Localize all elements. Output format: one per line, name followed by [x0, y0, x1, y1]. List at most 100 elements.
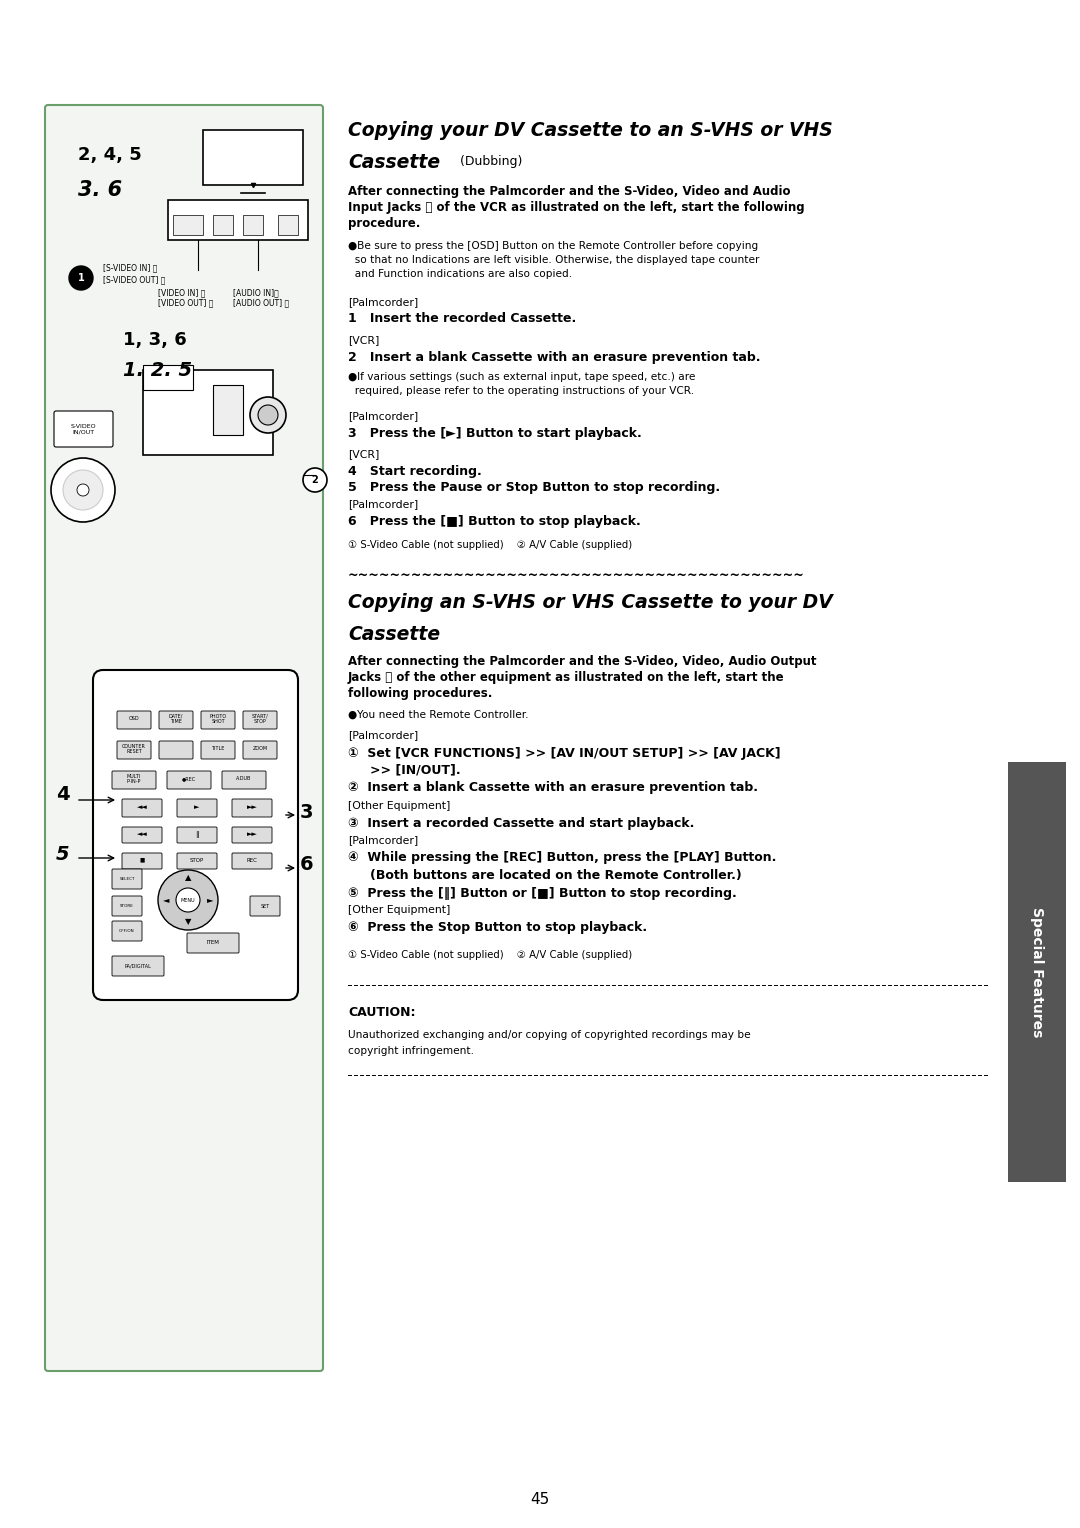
Text: ●REC: ●REC — [181, 776, 197, 781]
Text: ZOOM: ZOOM — [253, 747, 268, 752]
Text: Unauthorized exchanging and/or copying of copyrighted recordings may be: Unauthorized exchanging and/or copying o… — [348, 1030, 751, 1041]
Text: 1   Insert the recorded Cassette.: 1 Insert the recorded Cassette. — [348, 313, 577, 325]
Bar — [213, 215, 233, 235]
Bar — [243, 215, 264, 235]
Text: [S-VIDEO IN] Ⓐ: [S-VIDEO IN] Ⓐ — [103, 263, 158, 272]
Text: SET: SET — [260, 903, 270, 909]
Circle shape — [303, 468, 327, 492]
Text: 1, 3, 6: 1, 3, 6 — [123, 332, 187, 348]
Text: ~~~~~~~~~~~~~~~~~~~~~~~~~~~~~~~~~~~~~~~~~~~: ~~~~~~~~~~~~~~~~~~~~~~~~~~~~~~~~~~~~~~~~… — [348, 568, 805, 582]
Bar — [213, 385, 243, 435]
Text: ●You need the Remote Controller.: ●You need the Remote Controller. — [348, 711, 528, 720]
Text: START/
STOP: START/ STOP — [252, 714, 268, 724]
Text: STORE: STORE — [120, 905, 134, 908]
Text: PA/DIGITAL: PA/DIGITAL — [124, 964, 151, 969]
Bar — [203, 130, 303, 185]
Bar — [143, 370, 273, 455]
Text: Copying an S-VHS or VHS Cassette to your DV: Copying an S-VHS or VHS Cassette to your… — [348, 593, 833, 613]
Text: Jacks Ⓑ of the other equipment as illustrated on the left, start the: Jacks Ⓑ of the other equipment as illust… — [348, 671, 785, 683]
Text: 2   Insert a blank Cassette with an erasure prevention tab.: 2 Insert a blank Cassette with an erasur… — [348, 350, 760, 364]
FancyBboxPatch shape — [243, 711, 276, 729]
FancyBboxPatch shape — [167, 772, 211, 788]
Text: [VIDEO OUT] Ⓑ: [VIDEO OUT] Ⓑ — [158, 298, 214, 307]
FancyBboxPatch shape — [112, 869, 141, 889]
Text: TITLE: TITLE — [212, 747, 225, 752]
Text: ① S-Video Cable (not supplied)    ② A/V Cable (supplied): ① S-Video Cable (not supplied) ② A/V Cab… — [348, 539, 632, 550]
Text: >> [IN/OUT].: >> [IN/OUT]. — [370, 764, 461, 776]
Text: [VIDEO IN] Ⓐ: [VIDEO IN] Ⓐ — [158, 289, 205, 298]
Text: [S-VIDEO OUT] Ⓑ: [S-VIDEO OUT] Ⓑ — [103, 275, 165, 284]
Text: [Palmcorder]: [Palmcorder] — [348, 500, 418, 509]
FancyBboxPatch shape — [177, 827, 217, 843]
Text: ⑥  Press the Stop Button to stop playback.: ⑥ Press the Stop Button to stop playback… — [348, 921, 647, 935]
Text: Copying your DV Cassette to an S-VHS or VHS: Copying your DV Cassette to an S-VHS or … — [348, 121, 833, 139]
Circle shape — [176, 888, 200, 912]
Text: [VCR]: [VCR] — [348, 335, 379, 345]
Text: ③  Insert a recorded Cassette and start playback.: ③ Insert a recorded Cassette and start p… — [348, 816, 694, 830]
Text: ■: ■ — [139, 857, 145, 862]
FancyBboxPatch shape — [159, 741, 193, 759]
Text: 5   Press the Pause or Stop Button to stop recording.: 5 Press the Pause or Stop Button to stop… — [348, 481, 720, 495]
Text: ‖: ‖ — [195, 831, 199, 837]
Text: 45: 45 — [530, 1493, 550, 1508]
Text: S-VIDEO
IN/OUT: S-VIDEO IN/OUT — [70, 423, 96, 434]
Text: 4   Start recording.: 4 Start recording. — [348, 465, 482, 477]
Text: Cassette: Cassette — [348, 153, 441, 171]
Text: [Palmcorder]: [Palmcorder] — [348, 834, 418, 845]
FancyBboxPatch shape — [112, 772, 156, 788]
Bar — [168, 200, 308, 240]
Text: 3: 3 — [300, 802, 313, 822]
Text: 3. 6: 3. 6 — [78, 180, 122, 200]
Text: REC: REC — [246, 857, 257, 862]
FancyBboxPatch shape — [232, 827, 272, 843]
FancyBboxPatch shape — [201, 741, 235, 759]
FancyBboxPatch shape — [177, 799, 217, 817]
Text: 5: 5 — [56, 845, 69, 865]
Text: STOP: STOP — [190, 857, 204, 862]
Text: SELECT: SELECT — [119, 877, 135, 882]
Text: MULTI
P-IN-P: MULTI P-IN-P — [126, 773, 141, 784]
FancyBboxPatch shape — [187, 934, 239, 953]
FancyBboxPatch shape — [112, 957, 164, 976]
Text: After connecting the Palmcorder and the S-Video, Video and Audio: After connecting the Palmcorder and the … — [348, 185, 791, 199]
Text: CAUTION:: CAUTION: — [348, 1007, 416, 1019]
FancyBboxPatch shape — [112, 895, 141, 915]
Text: ►►: ►► — [246, 804, 257, 810]
Text: required, please refer to the operating instructions of your VCR.: required, please refer to the operating … — [348, 387, 694, 396]
Text: 4: 4 — [56, 785, 69, 805]
FancyBboxPatch shape — [117, 711, 151, 729]
Bar — [1008, 762, 1066, 1183]
Text: COUNTER
RESET: COUNTER RESET — [122, 744, 146, 755]
Text: Cassette: Cassette — [348, 625, 441, 645]
Text: so that no Indications are left visible. Otherwise, the displayed tape counter: so that no Indications are left visible.… — [348, 255, 759, 264]
FancyBboxPatch shape — [222, 772, 266, 788]
Circle shape — [258, 405, 278, 425]
FancyBboxPatch shape — [45, 105, 323, 1371]
Text: PHOTO
SHOT: PHOTO SHOT — [210, 714, 227, 724]
FancyBboxPatch shape — [112, 921, 141, 941]
Text: ① S-Video Cable (not supplied)    ② A/V Cable (supplied): ① S-Video Cable (not supplied) ② A/V Cab… — [348, 950, 632, 960]
Bar — [143, 365, 193, 390]
FancyBboxPatch shape — [232, 853, 272, 869]
Text: [Other Equipment]: [Other Equipment] — [348, 905, 450, 915]
Text: ITEM: ITEM — [206, 941, 219, 946]
Bar — [173, 215, 203, 235]
FancyBboxPatch shape — [117, 741, 151, 759]
Text: Special Features: Special Features — [1030, 906, 1044, 1038]
Text: (Dubbing): (Dubbing) — [456, 156, 523, 168]
Text: (Both buttons are located on the Remote Controller.): (Both buttons are located on the Remote … — [370, 868, 742, 882]
Text: After connecting the Palmcorder and the S-Video, Video, Audio Output: After connecting the Palmcorder and the … — [348, 654, 816, 668]
FancyBboxPatch shape — [122, 853, 162, 869]
FancyBboxPatch shape — [54, 411, 113, 448]
Text: ◄◄: ◄◄ — [137, 831, 147, 837]
FancyBboxPatch shape — [159, 711, 193, 729]
Text: ◄: ◄ — [163, 895, 170, 905]
Text: 6   Press the [■] Button to stop playback.: 6 Press the [■] Button to stop playback. — [348, 515, 640, 527]
Circle shape — [158, 869, 218, 931]
Bar — [278, 215, 298, 235]
Text: [Other Equipment]: [Other Equipment] — [348, 801, 450, 811]
Text: procedure.: procedure. — [348, 217, 420, 231]
Text: 6: 6 — [300, 856, 313, 874]
FancyBboxPatch shape — [232, 799, 272, 817]
Circle shape — [249, 397, 286, 432]
